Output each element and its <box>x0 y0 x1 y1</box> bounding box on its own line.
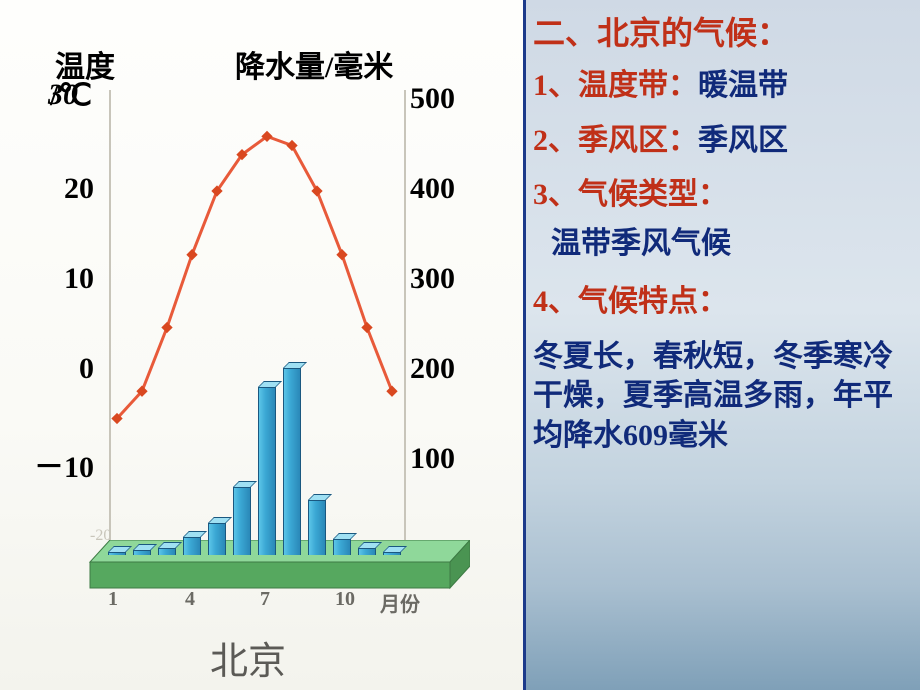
item-4-key: 气候特点： <box>578 285 728 318</box>
temp-marker <box>361 322 372 333</box>
text-panel: 二、北京的气候： 1、温度带：暖温带 2、季风区：季风区 3、气候类型： 温带季… <box>523 0 920 690</box>
x-tick-4: 4 <box>185 588 195 611</box>
item-3-num: 3、 <box>533 178 578 211</box>
x-tick-1: 1 <box>108 588 118 611</box>
temp-marker <box>386 386 397 397</box>
item-3-key: 气候类型： <box>578 178 728 211</box>
item-2-num: 2、 <box>533 124 578 157</box>
item-1-val: 暖温带 <box>698 69 788 102</box>
item-1-num: 1、 <box>533 69 578 102</box>
temp-marker <box>336 249 347 260</box>
item-4-val: 冬夏长，春秋短，冬季寒冷干燥，夏季高温多雨，年平均降水609毫米 <box>533 337 910 456</box>
item-2-key: 季风区： <box>578 124 698 157</box>
item-4-num: 4、 <box>533 285 578 318</box>
item-2-val: 季风区 <box>698 124 788 157</box>
temp-marker <box>161 322 172 333</box>
item-3-val: 温带季风气候 <box>533 224 910 265</box>
item-1: 1、温度带：暖温带 <box>533 66 910 107</box>
item-1-key: 温度带： <box>578 69 698 102</box>
temp-marker <box>311 185 322 196</box>
x-tick-10: 10 <box>335 588 355 611</box>
temp-marker <box>286 140 297 151</box>
section-title: 二、北京的气候： <box>533 8 910 54</box>
temperature-line <box>0 0 523 690</box>
item-4: 4、气候特点： <box>533 282 910 323</box>
city-name: 北京 <box>210 630 286 685</box>
chart-panel: 温度 /℃ 30 降水量/毫米 20 10 0 －10 500 400 300 … <box>0 0 523 690</box>
x-tick-7: 7 <box>260 588 270 611</box>
item-2: 2、季风区：季风区 <box>533 121 910 162</box>
temp-marker <box>186 249 197 260</box>
item-3: 3、气候类型： <box>533 175 910 216</box>
x-tick-unit: 月份 <box>380 588 420 617</box>
